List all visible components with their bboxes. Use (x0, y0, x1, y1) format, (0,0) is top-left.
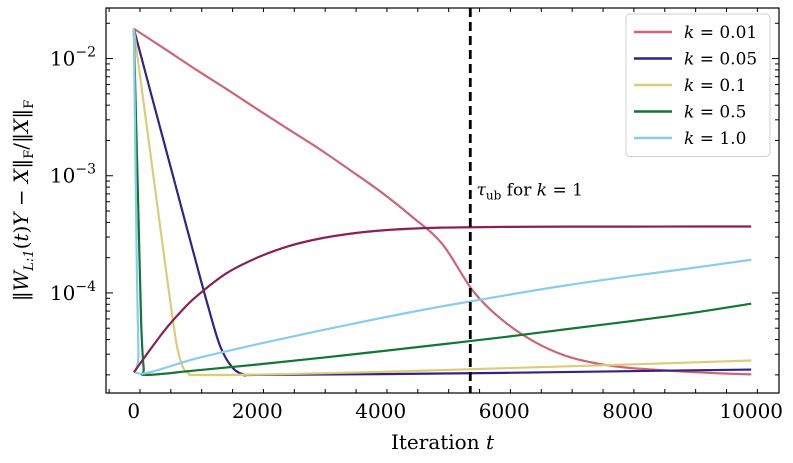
x-tick-label: 0 (127, 399, 140, 423)
x-axis-title: Iteration t (391, 430, 495, 454)
axes-frame (105, 7, 780, 394)
legend-label: k = 0.5 (684, 103, 746, 123)
plot-border (105, 7, 780, 394)
legend-label: k = 0.05 (684, 50, 757, 70)
x-tick-label: 4000 (355, 399, 406, 423)
y-axis-title: ‖WL:1(t)Y − X‖F/‖X‖F (9, 100, 37, 302)
legend: k = 0.01 k = 0.05 k = 0.1 k = 0.5 k = 1.0 (625, 13, 771, 157)
series-line-1 (132, 28, 752, 377)
series-line-4 (132, 28, 752, 375)
series-layer (132, 27, 752, 377)
x-tick-label: 2000 (232, 399, 283, 423)
y-tick-label: 10−3 (50, 162, 96, 188)
x-tick-label: 6000 (479, 399, 530, 423)
legend-label: k = 0.01 (684, 23, 757, 43)
legend-label: k = 0.1 (684, 76, 746, 96)
x-tick-label: 8000 (602, 399, 653, 423)
x-tick-label: 10000 (719, 399, 783, 423)
series-line-3 (132, 28, 752, 376)
annotation-tau: τub for k = 1 (476, 181, 582, 203)
y-tick-label: 10−4 (50, 279, 96, 305)
series-line-2 (132, 28, 752, 377)
series-line-5 (132, 225, 752, 374)
x-ticks: 0 2000 4000 6000 8000 10000 (108, 8, 783, 423)
y-tick-label: 10−2 (50, 45, 96, 71)
series-line-0 (133, 27, 752, 376)
legend-box (625, 13, 771, 157)
y-ticks: 10−4 10−3 10−2 (50, 22, 779, 376)
legend-label: k = 1.0 (684, 129, 746, 149)
